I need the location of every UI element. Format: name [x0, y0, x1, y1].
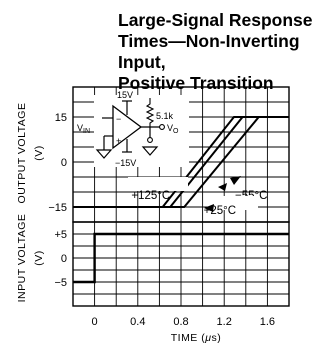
load-ground-symbol: [141, 146, 159, 156]
chart-title-line-2: Times—Non-Inverting Input,: [118, 31, 300, 72]
upper-y-tick-15: 15: [55, 112, 67, 124]
vo-label-main: V: [167, 123, 173, 133]
vo-label: VO: [167, 123, 179, 135]
circuit-background: [94, 95, 189, 167]
x-axis-label: TIME (μs): [171, 332, 222, 344]
vminus-label: −15V: [115, 158, 136, 168]
annotation-125-arrow: [218, 183, 227, 191]
opamp-plus-sign: +: [116, 136, 121, 146]
annotation-125-bg: [128, 177, 188, 191]
annotation-55-arrow: [230, 176, 241, 185]
lower-frame: [72, 221, 290, 307]
x-axis-label-part-1: TIME (: [171, 332, 206, 344]
opamp-symbol: [112, 104, 143, 150]
upper-series: [73, 116, 289, 208]
x-tick-1-2: 1.2: [217, 316, 232, 328]
vin-label: VIN: [77, 123, 90, 135]
annotation-25-arrow: [204, 204, 214, 212]
resistor-symbol: [145, 98, 155, 127]
lower-series: [73, 232, 289, 284]
ground-symbol: [95, 149, 113, 159]
vin-label-main: V: [77, 123, 83, 133]
opamp-minus-sign: −: [116, 114, 121, 124]
upper-y-tick-0: 0: [61, 157, 67, 169]
lower-y-label-line-2: (V): [33, 250, 45, 266]
upper-y-label-line-1: OUTPUT VOLTAGE: [16, 103, 28, 204]
chart-title-line-1: Large-Signal Response: [118, 10, 313, 30]
output-terminal: [159, 124, 165, 130]
x-tick-0: 0: [92, 316, 98, 328]
circuit-diagram: − + 15V −15V VIN 5.1k VO: [77, 90, 189, 168]
x-tick-1-6: 1.6: [260, 316, 275, 328]
load-terminal: [147, 137, 153, 143]
resistor-label: 5.1k: [156, 111, 174, 121]
chart-title: Large-Signal Response Times—Non-Invertin…: [118, 10, 323, 94]
lower-y-label-line-1: INPUT VOLTAGE: [16, 214, 28, 303]
vin-label-sub: IN: [83, 128, 90, 135]
x-tick-0-8: 0.8: [173, 316, 188, 328]
chart-title-line-3: Positive Transition: [118, 73, 274, 93]
lower-y-tick-neg5: −5: [54, 277, 67, 289]
upper-y-tick-neg15: −15: [48, 202, 67, 214]
lower-y-tick-plus5: +5: [54, 229, 67, 241]
annotation-25-bg: [212, 196, 258, 210]
x-axis-label-part-3: s): [212, 332, 222, 344]
vplus-label: 15V: [117, 90, 133, 100]
x-tick-0-4: 0.4: [130, 316, 145, 328]
upper-y-label-line-2: (V): [33, 145, 45, 161]
x-axis-label-mu: μ: [204, 332, 211, 344]
annotation-plus125: +125°C: [131, 190, 170, 202]
vo-label-sub: O: [173, 128, 179, 135]
input-step-line-0: [73, 232, 289, 284]
upper-series-line-2: [73, 116, 289, 208]
lower-y-tick-0: 0: [61, 253, 67, 265]
